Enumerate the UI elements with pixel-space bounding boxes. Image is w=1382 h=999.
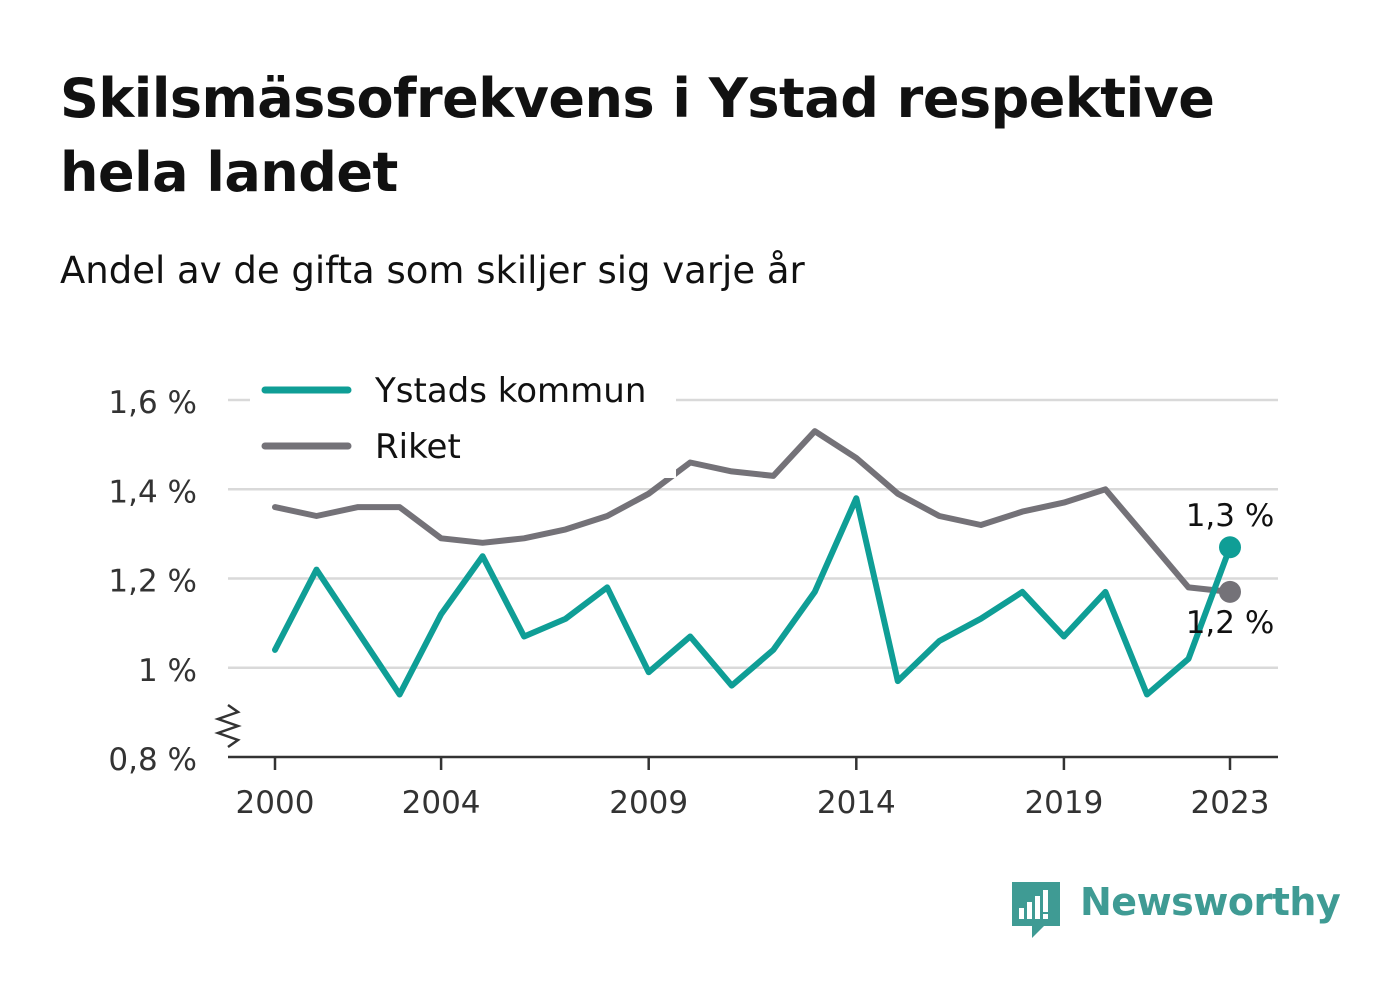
newsworthy-bar-icon [1012,882,1060,938]
legend-label: Riket [375,427,461,467]
x-axis: 2000 2004 2009 2014 2019 2023 [214,703,1278,821]
legend: Ystads kommun Riket [250,362,676,478]
x-tick-label: 2000 [236,785,315,821]
y-tick-label: 1,2 % [108,564,197,600]
brand-logo: Newsworthy [1010,876,1341,942]
data-series [272,428,1241,698]
chart-title: Skilsmässofrekvens i Ystad respektive he… [60,67,1215,204]
y-tick-label: 1,4 % [108,474,197,510]
y-axis-tick-labels: 0,8 % 1 % 1,2 % 1,4 % 1,6 % [108,385,197,778]
end-label-ystad: 1,3 % [1186,498,1275,534]
end-labels: 1,3 % 1,2 % [1186,498,1275,641]
series-end-point [1219,536,1241,559]
y-tick-label: 1 % [138,653,197,689]
brand-name: Newsworthy [1080,880,1341,924]
chart-subtitle: Andel av de gifta som skiljer sig varje … [60,249,805,292]
y-tick-label: 1,6 % [108,385,197,421]
series-line-riket [272,428,1233,595]
legend-label: Ystads kommun [374,371,646,411]
end-label-riket: 1,2 % [1186,605,1275,641]
legend-background [250,362,676,478]
axis-break-icon [214,703,242,749]
x-tick-label: 2014 [817,785,896,821]
series-end-point [1219,580,1241,603]
series-line-ystad [272,495,1233,698]
y-tick-label: 0,8 % [108,742,197,778]
x-tick-label: 2004 [402,785,481,821]
x-tick-label: 2009 [609,785,688,821]
x-tick-label: 2019 [1024,785,1103,821]
x-tick-label: 2023 [1191,785,1270,821]
